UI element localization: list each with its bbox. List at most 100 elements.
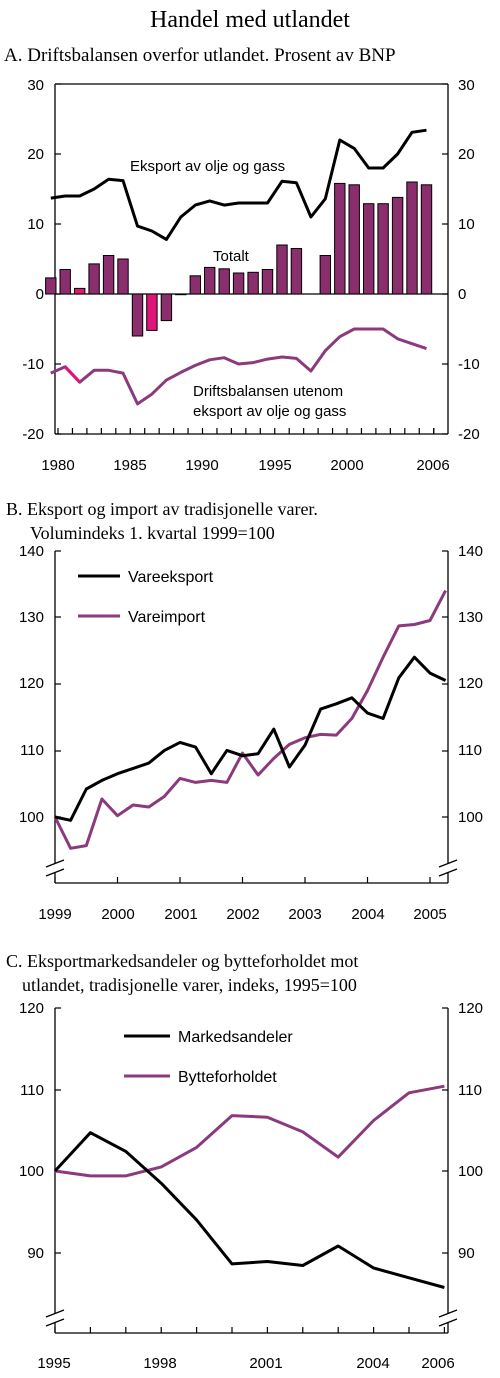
legend-label-markedsandeler: Markedsandeler [178,1029,293,1046]
bar-totalt [377,203,389,295]
y-tick-label-left: 110 [20,1082,44,1099]
panel-c-plot [45,1007,458,1334]
line-markedsandeler [53,1131,445,1289]
y-tick-label-right: 120 [458,1000,483,1017]
y-tick-label-right: 130 [458,609,483,626]
bar-totalt [319,255,332,295]
page-title: Handel med utlandet [150,7,350,33]
y-tick-label-right: -10 [458,356,480,373]
annotation-oil-gas: Eksport av olje og gass [130,158,285,175]
line-driftsbalansen-utenom [50,327,427,406]
y-tick-label-right: 90 [458,1245,475,1262]
bar-totalt [88,263,100,295]
axis-break-mark [438,859,458,868]
y-tick-label-right: 100 [458,809,483,826]
x-tick-label: 2004 [356,1355,389,1372]
x-tick-label: 1995 [258,457,291,474]
x-tick-label: 1999 [38,906,71,923]
line-bytteforholdet [54,1084,445,1178]
y-tick-label-right: 0 [458,286,466,303]
y-tick-label-right: 110 [458,1082,482,1099]
line-eksport-olje-gass [50,128,427,241]
y-tick-label-left: 100 [19,1163,44,1180]
panel-a-plot [45,83,449,435]
x-tick-label: 1995 [37,1355,70,1372]
bar-totalt [276,244,288,295]
bar-totalt [74,287,86,295]
legend-label-vareimport: Vareimport [128,609,206,626]
bar-totalt [232,272,245,295]
bar-totalt [218,268,230,295]
y-tick-label-left: -20 [22,426,44,443]
bar-totalt [189,275,202,295]
bar-totalt [247,271,259,295]
x-tick-label: 1990 [185,457,218,474]
legend-label-bytteforholdet: Bytteforholdet [178,1069,277,1086]
axis-break-mark [45,1318,65,1327]
y-tick-label-left: 110 [20,742,44,759]
y-tick-label-right: 120 [458,675,483,692]
y-tick-label-left: 100 [19,809,44,826]
line-driftsbalansen-utenom-highlight [64,365,81,384]
axis-break-mark [45,859,65,868]
panel-b-heading-line1: B. Eksport og import av tradisjonelle va… [6,499,318,519]
x-tick-label: 1980 [41,457,74,474]
panel-b-plot [45,550,458,884]
axis-break-gap [444,1313,452,1323]
x-tick-label: 2005 [413,906,446,923]
panel-b-heading-line2: Volumindeks 1. kvartal 1999=100 [30,523,275,543]
y-tick-label-left: 10 [27,216,44,233]
bar-totalt [391,196,404,295]
y-tick-label-right: -20 [458,426,480,443]
y-tick-label-left: 20 [27,146,44,163]
bar-totalt [204,266,216,295]
x-tick-label: 2003 [288,906,321,923]
x-tick-label: 2000 [101,906,134,923]
x-tick-label: 2006 [416,457,449,474]
y-tick-label-left: 30 [27,77,44,94]
bar-totalt [406,181,418,295]
bar-totalt [348,184,360,295]
x-tick-label: 2002 [226,906,259,923]
y-tick-label-left: 0 [36,286,44,303]
legend-label-vareeksport: Vareeksport [128,569,214,586]
y-tick-label-right: 30 [458,77,475,94]
axis-break-mark [438,1309,458,1318]
y-tick-label-right: 140 [458,543,483,560]
panel-a: A. Driftsbalansen overfor utlandet. Pros… [4,45,480,474]
panel-c-heading-line2: utlandet, tradisjonelle varer, indeks, 1… [22,975,357,995]
axis-break-gap [51,1313,59,1323]
bar-totalt [363,203,375,295]
y-tick-label-right: 10 [458,216,475,233]
y-tick-label-left: 90 [27,1245,44,1262]
bar-totalt [131,293,144,337]
bar-totalt [420,184,433,295]
panel-b: B. Eksport og import av tradisjonelle va… [6,499,483,923]
axis-break-gap [51,863,59,873]
annotation-total: Totalt [213,248,250,265]
y-tick-label-right: 110 [458,742,482,759]
bar-totalt [102,255,115,295]
axis-break-mark [438,1318,458,1327]
line-vareimport [53,589,447,850]
bar-totalt [45,277,57,295]
bar-totalt [334,182,346,295]
line-vareeksport [54,655,447,822]
panel-c-heading-line1: C. Eksportmarkedsandeler og bytteforhold… [6,951,358,971]
y-tick-label-left: 120 [19,1000,44,1017]
y-tick-label-left: -10 [22,356,44,373]
bar-totalt [146,293,158,331]
axis-break-mark [438,868,458,877]
x-tick-label: 1985 [113,457,146,474]
bar-totalt [290,248,303,295]
y-tick-label-right: 100 [458,1163,483,1180]
y-tick-label-right: 20 [458,146,475,163]
axis-break-gap [444,863,452,873]
y-tick-label-left: 120 [19,675,44,692]
bar-totalt [175,293,187,296]
panel-c: C. Eksportmarkedsandeler og bytteforhold… [6,951,483,1372]
x-tick-label: 2006 [421,1355,454,1372]
x-tick-label: 2001 [249,1355,282,1372]
panel-a-heading: A. Driftsbalansen overfor utlandet. Pros… [4,45,396,66]
